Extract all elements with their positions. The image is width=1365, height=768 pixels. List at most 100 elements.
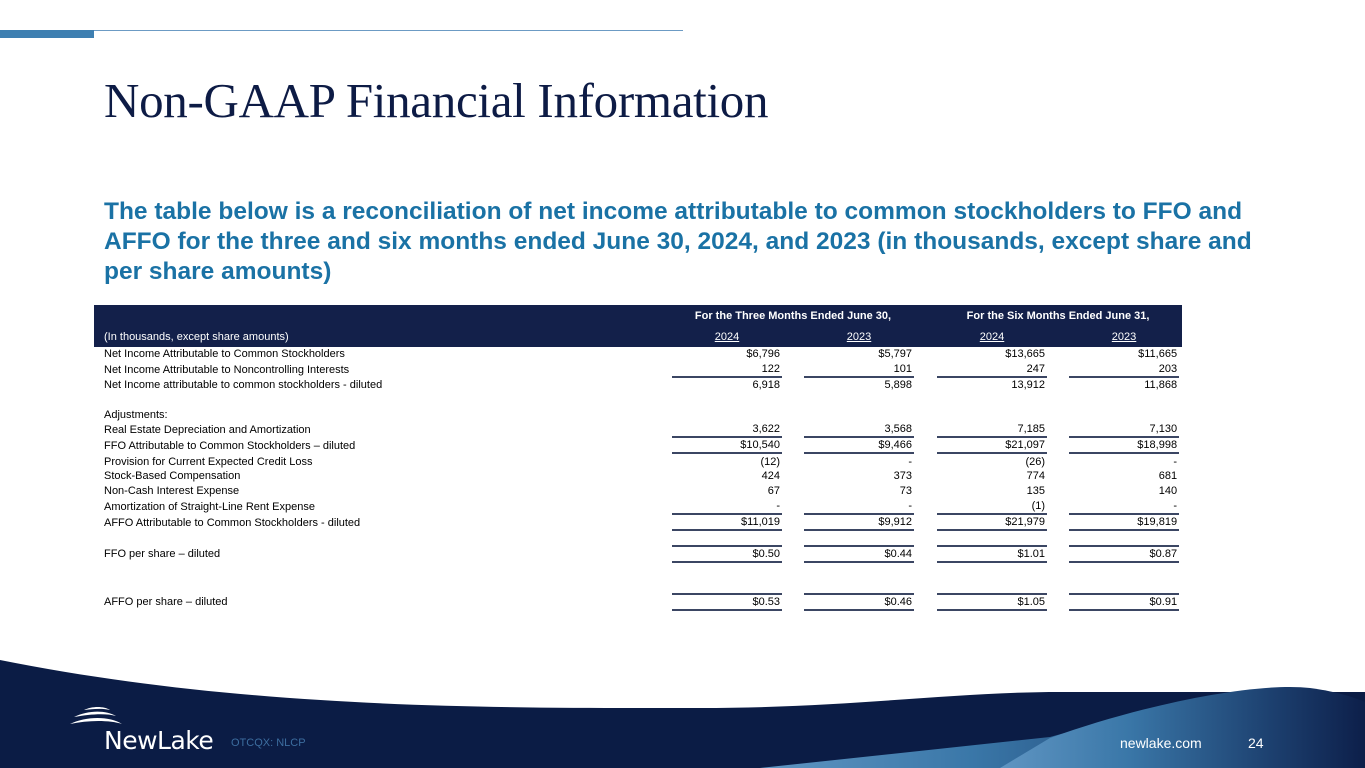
row-value: $11,665 <box>1138 348 1178 361</box>
top-accent-bar <box>0 30 94 38</box>
row-value: 6,918 <box>752 379 780 392</box>
row-value: $0.50 <box>672 545 782 564</box>
row-value <box>804 578 914 593</box>
row-label: Net Income Attributable to Common Stockh… <box>104 348 345 361</box>
row-value: $19,819 <box>1069 515 1180 531</box>
row-value: $11,019 <box>672 515 782 531</box>
table-row: Adjustments: <box>94 407 1182 422</box>
row-label: FFO Attributable to Common Stockholders … <box>104 440 356 453</box>
table-row: Real Estate Depreciation and Amortizatio… <box>94 422 1182 439</box>
row-label: Net Income Attributable to Noncontrollin… <box>104 363 350 376</box>
header-three-months: For the Three Months Ended June 30, <box>672 305 915 327</box>
row-value: 681 <box>1158 470 1178 483</box>
row-value: $1.01 <box>937 545 1048 564</box>
table-spacer-row <box>94 578 1182 593</box>
row-label: Adjustments: <box>104 408 168 421</box>
row-value: 373 <box>893 470 913 483</box>
header-units-label: (In thousands, except share amounts) <box>94 327 672 347</box>
row-value <box>937 393 1047 408</box>
row-value: 7,185 <box>937 422 1048 439</box>
footer-wave <box>0 660 1365 768</box>
row-value: - <box>804 499 915 515</box>
table-row: AFFO per share – diluted $0.53 $0.46 $1.05 $… <box>94 592 1182 611</box>
row-value: 135 <box>1026 485 1046 498</box>
table-spacer-row <box>94 563 1182 578</box>
row-value <box>672 393 782 408</box>
row-label: Amortization of Straight-Line Rent Expen… <box>104 500 315 513</box>
row-label <box>94 563 672 578</box>
row-value <box>672 407 782 422</box>
website-link[interactable]: newlake.com <box>1120 735 1202 751</box>
row-value: $0.44 <box>804 545 915 564</box>
row-value <box>1069 563 1179 578</box>
row-value <box>937 407 1047 422</box>
table-row: Net Income attributable to common stockh… <box>94 378 1182 393</box>
row-label: AFFO Attributable to Common Stockholders… <box>104 516 361 529</box>
row-value <box>804 563 914 578</box>
row-value <box>937 531 1047 546</box>
slide-subtitle: The table below is a reconciliation of n… <box>104 198 1252 285</box>
table-row: Stock-Based Compensation 424 373 774 681 <box>94 469 1182 484</box>
row-value <box>804 393 914 408</box>
row-value: 73 <box>899 485 913 498</box>
row-value: $0.53 <box>672 592 782 611</box>
row-value: 774 <box>1026 470 1046 483</box>
row-value: $18,998 <box>1069 438 1180 455</box>
row-label: Real Estate Depreciation and Amortizatio… <box>104 424 311 437</box>
row-label: Provision for Current Expected Credit Lo… <box>104 455 313 468</box>
header-year: 2024 <box>672 327 782 347</box>
row-value <box>1069 393 1179 408</box>
row-value <box>937 563 1047 578</box>
row-label <box>94 393 672 408</box>
row-value: $0.91 <box>1069 592 1180 611</box>
row-value: 424 <box>761 470 780 483</box>
row-label <box>94 531 672 546</box>
row-value: $10,540 <box>672 438 782 455</box>
row-value: - <box>1069 499 1180 515</box>
row-value: - <box>1173 455 1178 468</box>
newlake-logo-icon <box>70 707 122 724</box>
header-year: 2024 <box>937 327 1048 347</box>
table-spacer-row <box>94 393 1182 408</box>
row-label: Net Income attributable to common stockh… <box>104 379 383 392</box>
row-value: 3,568 <box>804 422 915 439</box>
row-value: $9,466 <box>804 438 915 455</box>
table-spacer-row <box>94 531 1182 546</box>
row-value: 247 <box>937 362 1048 378</box>
row-value: 3,622 <box>672 422 782 439</box>
table-row: AFFO Attributable to Common Stockholders… <box>94 515 1182 531</box>
row-value: 11,868 <box>1144 379 1178 392</box>
table-row: FFO Attributable to Common Stockholders … <box>94 438 1182 455</box>
row-label <box>94 578 672 593</box>
row-value <box>1069 578 1179 593</box>
row-value: 101 <box>804 362 915 378</box>
row-value: 13,912 <box>1011 379 1046 392</box>
table-header-years: (In thousands, except share amounts) 202… <box>94 327 1183 347</box>
row-label: Non-Cash Interest Expense <box>104 485 240 498</box>
row-value <box>804 531 914 546</box>
row-value: 203 <box>1069 362 1180 378</box>
table-row: Net Income Attributable to Noncontrollin… <box>94 362 1182 378</box>
header-year: 2023 <box>1069 327 1180 347</box>
row-value: $0.87 <box>1069 545 1180 564</box>
ticker-symbol: OTCQX: NLCP <box>231 737 306 749</box>
row-value: (1) <box>937 499 1048 515</box>
row-value <box>672 578 782 593</box>
row-value: 122 <box>672 362 782 378</box>
row-value: (12) <box>760 455 780 468</box>
table-row: Amortization of Straight-Line Rent Expen… <box>94 499 1182 515</box>
row-value: 140 <box>1158 485 1178 498</box>
row-value <box>804 407 914 422</box>
row-value: 67 <box>767 485 780 498</box>
row-label: FFO per share – diluted <box>104 548 221 561</box>
row-value: $21,097 <box>937 438 1048 455</box>
row-value: $6,796 <box>746 348 780 361</box>
row-value: $1.05 <box>937 592 1048 611</box>
row-value: $0.46 <box>804 592 915 611</box>
row-label: Stock-Based Compensation <box>104 470 241 483</box>
row-value <box>672 531 782 546</box>
table-row: Net Income Attributable to Common Stockh… <box>94 347 1182 362</box>
table-row: FFO per share – diluted $0.50 $0.44 $1.01 $0… <box>94 545 1182 564</box>
row-value: $5,797 <box>878 348 913 361</box>
logo-text: NewLake <box>104 726 214 755</box>
